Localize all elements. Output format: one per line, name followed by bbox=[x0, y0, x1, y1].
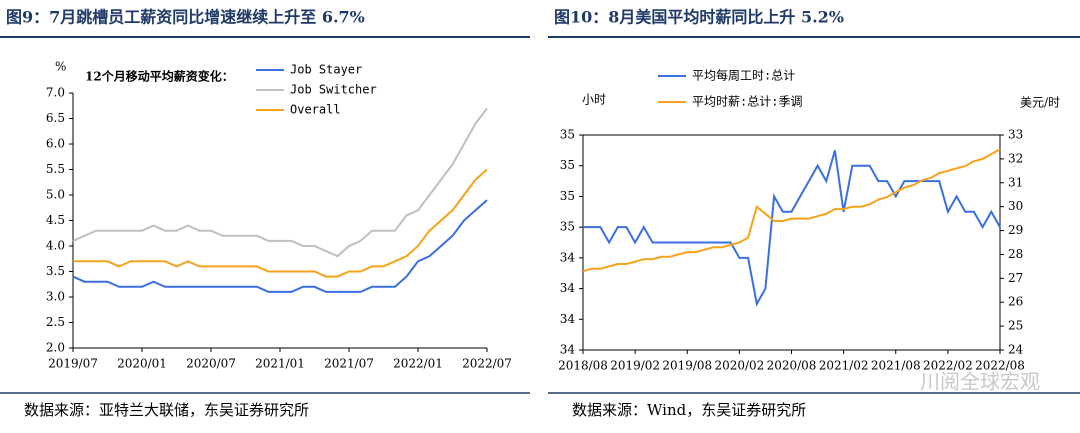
x-tick-label: 2020/07 bbox=[186, 357, 236, 371]
x-tick-label: 2019/08 bbox=[662, 359, 712, 373]
y-tick-label: 34 bbox=[560, 281, 576, 295]
watermark: 川阅全球宏观 bbox=[920, 370, 1040, 394]
y-tick-label: 34 bbox=[560, 343, 576, 357]
series-line bbox=[583, 150, 1001, 307]
y-tick-label: 7.0 bbox=[46, 86, 65, 100]
y-tick-label: 2.5 bbox=[46, 315, 65, 329]
legend-label: Job Stayer bbox=[290, 63, 362, 77]
x-tick-label: 2019/07 bbox=[48, 357, 98, 371]
series-line bbox=[72, 199, 488, 293]
x-tick-label: 2021/08 bbox=[871, 359, 921, 373]
x-tick-label: 2022/08 bbox=[975, 359, 1025, 373]
y-tick-label: 4.0 bbox=[46, 239, 65, 253]
x-tick-label: 2020/01 bbox=[117, 357, 167, 371]
legend-label: Job Switcher bbox=[290, 83, 377, 97]
x-tick-label: 2020/02 bbox=[714, 359, 764, 373]
y-tick-label: 34 bbox=[560, 250, 576, 264]
y-tick-label: 6.5 bbox=[46, 111, 65, 125]
y2-tick-label: 33 bbox=[1008, 128, 1023, 142]
chart-title: 图10：8月美国平均时薪同比上升 5.2% bbox=[554, 8, 844, 27]
y-tick-label: 3.5 bbox=[46, 264, 65, 278]
source: 数据来源：Wind，东吴证券研究所 bbox=[572, 401, 806, 419]
x-tick-label: 2021/01 bbox=[255, 357, 305, 371]
x-tick-label: 2022/02 bbox=[923, 359, 973, 373]
x-tick-label: 2021/02 bbox=[819, 359, 869, 373]
y-tick-label: 3.0 bbox=[46, 290, 65, 304]
y-tick-label: 35 bbox=[560, 189, 575, 203]
legend-label: Overall bbox=[290, 103, 341, 117]
series-line bbox=[72, 107, 488, 258]
y2-tick-label: 30 bbox=[1008, 199, 1023, 213]
annotation: 12个月移动平均薪资变化： bbox=[85, 69, 234, 84]
x-tick-label: 2022/07 bbox=[462, 357, 512, 371]
y2-tick-label: 26 bbox=[1008, 295, 1023, 309]
y-axis-label: % bbox=[55, 60, 66, 74]
series-line bbox=[582, 148, 1001, 273]
y2-tick-label: 27 bbox=[1008, 271, 1023, 285]
x-tick-label: 2021/07 bbox=[324, 357, 374, 371]
chart-title: 图9：7月跳槽员工薪资同比增速继续上升至 6.7% bbox=[6, 8, 365, 27]
y-axis-label: 小时 bbox=[582, 93, 606, 107]
y-tick-label: 2.0 bbox=[46, 341, 65, 355]
y-tick-label: 5.5 bbox=[46, 162, 65, 176]
y2-tick-label: 24 bbox=[1008, 343, 1024, 357]
legend-label: 平均时薪:总计:季调 bbox=[692, 95, 802, 109]
x-tick-label: 2020/08 bbox=[767, 359, 817, 373]
y2-tick-label: 25 bbox=[1008, 319, 1023, 333]
y2-tick-label: 29 bbox=[1008, 223, 1023, 237]
y-tick-label: 6.0 bbox=[46, 137, 65, 151]
y-tick-label: 35 bbox=[560, 220, 575, 234]
y2-tick-label: 32 bbox=[1008, 151, 1023, 165]
y2-tick-label: 28 bbox=[1008, 247, 1023, 261]
x-tick-label: 2019/02 bbox=[610, 359, 660, 373]
series-line bbox=[73, 168, 488, 278]
y2-tick-label: 31 bbox=[1008, 175, 1023, 189]
source: 数据来源：亚特兰大联储，东吴证券研究所 bbox=[24, 401, 309, 419]
y-tick-label: 35 bbox=[560, 158, 575, 172]
y-tick-label: 5.0 bbox=[46, 188, 65, 202]
y2-axis-label: 美元/时 bbox=[1020, 96, 1060, 110]
x-tick-label: 2018/08 bbox=[558, 359, 608, 373]
y-tick-label: 35 bbox=[560, 128, 575, 142]
y-tick-label: 34 bbox=[560, 312, 576, 326]
x-tick-label: 2022/01 bbox=[393, 357, 443, 371]
legend-label: 平均每周工时:总计 bbox=[692, 68, 795, 83]
y-tick-label: 4.5 bbox=[46, 213, 65, 227]
